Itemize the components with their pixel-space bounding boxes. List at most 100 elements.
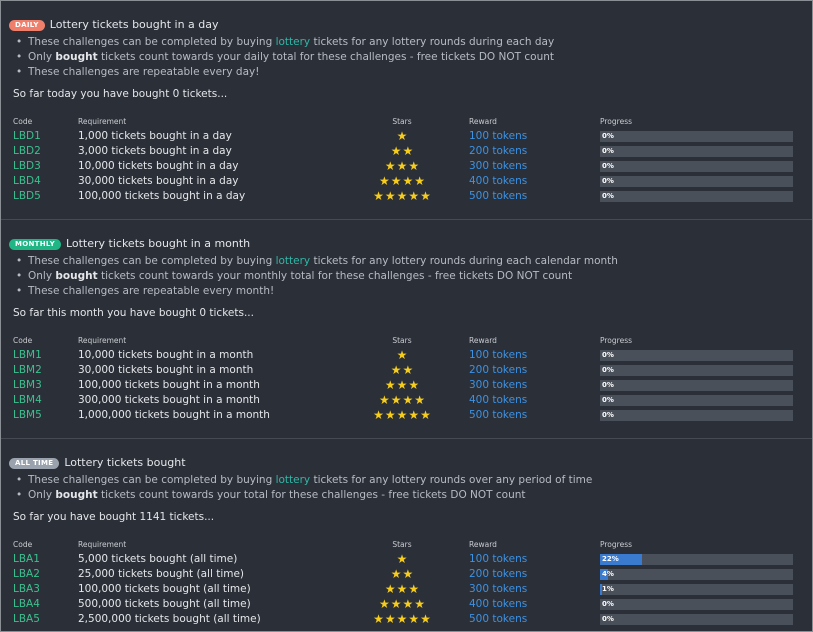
progress-label: 0% <box>602 177 614 185</box>
text: tickets count towards your daily total f… <box>97 51 555 63</box>
code: LBA5 <box>13 613 40 625</box>
star: ★ <box>390 174 402 188</box>
stars: ★★★★ <box>362 597 442 613</box>
reward[interactable]: 100 tokens <box>469 349 528 361</box>
star: ★ <box>408 612 420 626</box>
bullet: Only bought tickets count towards your m… <box>16 269 812 284</box>
bold-text: bought <box>55 270 98 282</box>
stars: ★ <box>362 348 442 364</box>
requirement: 3,000 tickets bought in a day <box>78 145 232 157</box>
star: ★ <box>390 144 402 158</box>
bullet-list: These challenges can be completed by buy… <box>1 254 812 299</box>
reward[interactable]: 400 tokens <box>469 598 528 610</box>
reward[interactable]: 400 tokens <box>469 175 528 187</box>
code: LBD2 <box>13 145 41 157</box>
section-title: Lottery tickets bought in a month <box>65 237 251 250</box>
star: ★ <box>408 378 420 392</box>
star: ★ <box>396 129 408 143</box>
requirement: 100,000 tickets bought in a month <box>78 379 260 391</box>
progress-label: 0% <box>602 192 614 200</box>
reward[interactable]: 200 tokens <box>469 145 528 157</box>
code: LBM4 <box>13 394 42 406</box>
star: ★ <box>396 348 408 362</box>
reward[interactable]: 300 tokens <box>469 583 528 595</box>
table: Code Requirement Stars Reward Progress LBA1 5,… <box>1 537 812 627</box>
requirement: 100,000 tickets bought (all time) <box>78 583 251 595</box>
progress-label: 0% <box>602 366 614 374</box>
progress-bar: 0% <box>600 176 793 187</box>
reward[interactable]: 400 tokens <box>469 394 528 406</box>
text: These challenges can be completed by buy… <box>28 255 276 267</box>
stars: ★★★★★ <box>362 408 442 424</box>
progress-label: 0% <box>602 615 614 623</box>
stars: ★★★ <box>362 159 442 175</box>
reward[interactable]: 500 tokens <box>469 613 528 625</box>
table: Code Requirement Stars Reward Progress LBM1 10… <box>1 333 812 423</box>
link-text[interactable]: lottery <box>275 36 311 48</box>
requirement: 25,000 tickets bought (all time) <box>78 568 245 580</box>
link-text[interactable]: lottery <box>275 474 311 486</box>
badge: DAILY <box>9 20 45 31</box>
reward[interactable]: 300 tokens <box>469 379 528 391</box>
star: ★ <box>408 159 420 173</box>
progress-label: 4% <box>602 570 614 578</box>
progress-bar: 0% <box>600 365 793 376</box>
challenge-section: DAILY Lottery tickets bought in a day Thes… <box>1 1 812 220</box>
column-header: Reward <box>469 540 497 549</box>
star: ★ <box>414 393 426 407</box>
star: ★ <box>396 159 408 173</box>
star: ★ <box>378 174 390 188</box>
text: Only <box>28 51 56 63</box>
code: LBM1 <box>13 349 42 361</box>
star: ★ <box>384 408 396 422</box>
requirement: 500,000 tickets bought (all time) <box>78 598 251 610</box>
bullet-list: These challenges can be completed by buy… <box>1 473 812 503</box>
star: ★ <box>396 552 408 566</box>
progress-bar: 1% <box>600 584 793 595</box>
progress-bar: 0% <box>600 146 793 157</box>
progress-bar: 0% <box>600 131 793 142</box>
table-header: Code Requirement Stars Reward Progress <box>1 333 812 348</box>
reward[interactable]: 500 tokens <box>469 190 528 202</box>
bold-text: bought <box>55 489 98 501</box>
column-header: Progress <box>600 540 633 549</box>
reward[interactable]: 500 tokens <box>469 409 528 421</box>
requirement: 300,000 tickets bought in a month <box>78 394 260 406</box>
badge: MONTHLY <box>9 239 61 250</box>
star: ★ <box>420 408 431 422</box>
table-header: Code Requirement Stars Reward Progress <box>1 114 812 129</box>
challenge-section: MONTHLY Lottery tickets bought in a month… <box>1 220 812 439</box>
code: LBM2 <box>13 364 42 376</box>
star: ★ <box>384 582 396 596</box>
requirement: 1,000 tickets bought in a day <box>78 130 232 142</box>
reward[interactable]: 200 tokens <box>469 364 528 376</box>
bullet: These challenges are repeatable every mo… <box>16 284 812 299</box>
link-text[interactable]: lottery <box>275 255 311 267</box>
star: ★ <box>420 189 431 203</box>
progress-bar: 0% <box>600 410 793 421</box>
star: ★ <box>396 408 408 422</box>
column-header: Stars <box>392 336 412 345</box>
column-header: Code <box>13 336 33 345</box>
section-title: Lottery tickets bought in a day <box>49 18 219 31</box>
star: ★ <box>408 189 420 203</box>
reward[interactable]: 100 tokens <box>469 130 528 142</box>
text: These challenges are repeatable every mo… <box>28 285 275 297</box>
text: tickets for any lottery rounds during ea… <box>310 255 618 267</box>
bullet: These challenges can be completed by buy… <box>16 254 812 269</box>
reward[interactable]: 200 tokens <box>469 568 528 580</box>
table-row: LBM4 300,000 tickets bought in a month ★★★… <box>1 393 812 408</box>
code: LBA3 <box>13 583 40 595</box>
stars: ★★★★ <box>362 393 442 409</box>
reward[interactable]: 100 tokens <box>469 553 528 565</box>
requirement: 2,500,000 tickets bought (all time) <box>78 613 261 625</box>
reward[interactable]: 300 tokens <box>469 160 528 172</box>
progress-fill <box>600 554 643 565</box>
text: tickets count towards your total for the… <box>97 489 526 501</box>
column-header: Progress <box>600 117 633 126</box>
star: ★ <box>402 393 414 407</box>
stars: ★★ <box>362 363 442 379</box>
progress-bar: 0% <box>600 161 793 172</box>
stars: ★★★★★ <box>362 612 442 628</box>
